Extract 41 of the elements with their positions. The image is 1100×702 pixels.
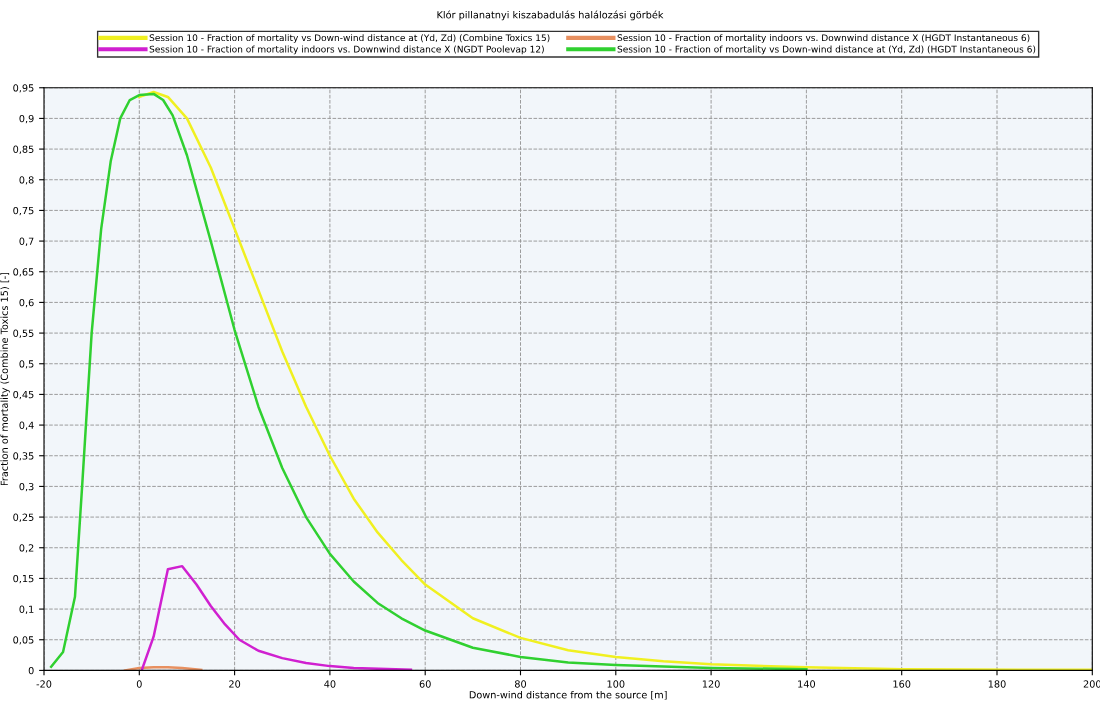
x-tick-label: 20 xyxy=(229,680,241,688)
x-axis-title: Down-wind distance from the source [m] xyxy=(469,690,667,700)
legend-label: Session 10 - Fraction of mortality indoors vs. Downwind distance X (HGDT Instantaneous 6) xyxy=(617,34,1030,43)
y-tick-label: 0,9 xyxy=(19,114,34,124)
y-tick-label: 0,4 xyxy=(19,421,34,430)
x-tick-label: 80 xyxy=(514,680,527,688)
y-tick-label: 0,1 xyxy=(19,605,34,614)
x-tick-label: 140 xyxy=(798,680,816,688)
y-tick-label: 0,55 xyxy=(13,329,34,338)
y-axis-title: Fraction of mortality (Combine Toxics 15) [-] xyxy=(0,272,10,486)
y-tick-label: 0 xyxy=(28,666,34,675)
x-tick-label: -20 xyxy=(36,680,52,688)
y-tick-label: 0,35 xyxy=(13,452,34,461)
y-tick-label: 0,25 xyxy=(13,513,34,522)
x-tick-label: 160 xyxy=(893,680,911,688)
y-tick-label: 0,95 xyxy=(13,84,34,93)
chart-title: Klór pillanatnyi kiszabadulás halálozási görbék xyxy=(437,10,664,21)
y-tick-label: 0,05 xyxy=(13,636,34,645)
y-tick-label: 0,6 xyxy=(19,298,34,308)
legend-label: Session 10 - Fraction of mortality vs Down-wind distance at (Yd, Zd) (Combine Toxics 15) xyxy=(149,34,550,43)
x-tick-label: 60 xyxy=(419,680,431,688)
x-tick-label: 0 xyxy=(136,680,142,688)
y-tick-label: 0,3 xyxy=(19,482,34,492)
legend-label: Session 10 - Fraction of mortality vs Down-wind distance at (Yd, Zd) (HGDT Instantaneous 6) xyxy=(617,45,1036,55)
x-tick-label: 200 xyxy=(1083,680,1100,688)
y-tick-label: 0,7 xyxy=(19,237,34,246)
x-tick-label: 40 xyxy=(324,680,336,688)
x-tick-label: 100 xyxy=(607,680,625,688)
legend-label: Session 10 - Fraction of mortality indoors vs. Downwind distance X (NGDT Poolevap 12) xyxy=(149,45,544,55)
y-tick-label: 0,15 xyxy=(13,574,34,584)
line-series xyxy=(140,564,413,671)
y-tick-label: 0,45 xyxy=(13,390,34,400)
y-tick-label: 0,75 xyxy=(13,206,34,216)
y-tick-label: 0,5 xyxy=(19,360,34,369)
y-tick-label: 0,2 xyxy=(19,544,34,553)
line-series xyxy=(49,92,808,671)
y-tick-label: 0,85 xyxy=(13,145,34,154)
x-tick-label: 180 xyxy=(988,680,1006,688)
y-tick-label: 0,65 xyxy=(13,268,34,277)
y-tick-label: 0,8 xyxy=(19,176,34,185)
x-tick-label: 120 xyxy=(702,680,720,688)
